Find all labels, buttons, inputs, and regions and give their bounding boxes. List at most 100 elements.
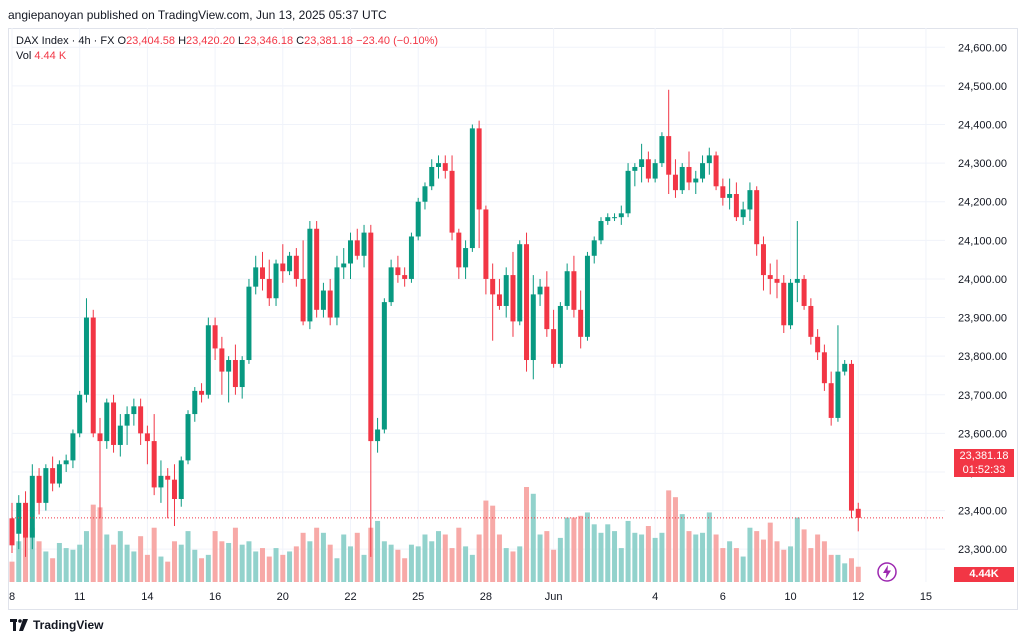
candle-body xyxy=(652,163,658,179)
candle-body xyxy=(144,433,150,442)
volume-bar xyxy=(199,558,205,582)
volume-bar xyxy=(774,541,780,582)
candle-body xyxy=(185,414,191,461)
candle-body xyxy=(43,468,49,503)
lightning-icon[interactable] xyxy=(877,562,897,582)
candle-body xyxy=(415,201,421,237)
candle-body xyxy=(138,406,144,434)
candle-body xyxy=(429,166,435,187)
volume-bar xyxy=(632,532,638,582)
candle-body xyxy=(212,325,218,349)
y-tick-label: 24,000.00 xyxy=(958,274,1007,286)
last-price-value: 23,381.18 xyxy=(959,450,1009,462)
candle-body xyxy=(9,518,15,546)
candle-body xyxy=(747,190,753,210)
candle-body xyxy=(192,390,198,415)
volume-bar xyxy=(29,527,35,582)
candle-body xyxy=(77,394,83,434)
volume-bar xyxy=(131,551,137,582)
volume-bar xyxy=(524,487,530,582)
volume-bar xyxy=(395,549,401,582)
candle-body xyxy=(781,282,787,326)
candle-body xyxy=(632,166,638,171)
candle-body xyxy=(36,475,42,503)
volume-bar xyxy=(788,546,794,582)
x-tick-label: 25 xyxy=(412,591,424,603)
candle-body xyxy=(510,275,516,322)
volume-bar xyxy=(50,558,56,582)
volume-bar xyxy=(848,558,854,582)
volume-bars xyxy=(9,487,861,582)
candle-body xyxy=(483,209,489,279)
candle-body xyxy=(618,213,624,218)
candle-body xyxy=(666,136,672,175)
footer-branding[interactable]: TradingView xyxy=(10,618,103,632)
volume-bar xyxy=(117,531,123,582)
candle-body xyxy=(517,244,523,322)
candle-body xyxy=(90,317,96,434)
candle-body xyxy=(848,363,854,511)
volume-bar xyxy=(591,524,597,582)
volume-bar xyxy=(307,541,313,582)
candle-body xyxy=(56,464,62,484)
y-tick-label: 23,400.00 xyxy=(958,506,1007,518)
candle-body xyxy=(578,309,584,337)
candle-body xyxy=(476,128,482,210)
candle-body xyxy=(97,433,103,442)
x-tick-label: 16 xyxy=(209,591,221,603)
volume-bar xyxy=(733,548,739,582)
volume-bar xyxy=(97,507,103,582)
volume-bar xyxy=(612,531,618,582)
y-tick-label: 24,100.00 xyxy=(958,235,1007,247)
volume-bar xyxy=(348,546,353,582)
x-tick-label: 15 xyxy=(920,591,932,603)
candle-body xyxy=(727,194,733,198)
candle-body xyxy=(287,255,293,272)
volume-bar xyxy=(144,554,150,582)
candle-body xyxy=(117,425,123,445)
candle-body xyxy=(679,166,685,191)
volume-bar xyxy=(686,531,692,582)
volume-bar xyxy=(706,512,712,582)
volume-bar xyxy=(442,534,448,582)
volume-bar xyxy=(429,541,435,582)
candle-body xyxy=(456,232,462,268)
volume-bar xyxy=(158,556,164,582)
candle-body xyxy=(293,255,299,279)
candle-body xyxy=(165,475,171,480)
candle-body xyxy=(584,255,590,337)
volume-bar xyxy=(354,532,360,582)
candle-body xyxy=(273,263,279,299)
x-tick-label: 8 xyxy=(9,591,15,603)
volume-bar xyxy=(232,527,238,582)
candle-body xyxy=(537,286,543,295)
volume-bar xyxy=(56,542,62,582)
volume-bar xyxy=(171,541,177,582)
volume-bar xyxy=(63,548,69,582)
candle-body xyxy=(490,278,496,295)
candle-body xyxy=(591,240,597,256)
symbol-label[interactable]: DAX Index · 4h · FX xyxy=(16,35,115,47)
x-tick-label: 22 xyxy=(344,591,356,603)
candle-body xyxy=(449,170,455,233)
volume-label[interactable]: Vol xyxy=(16,50,32,62)
volume-bar xyxy=(70,549,76,582)
volume-bar xyxy=(821,541,827,582)
tradingview-logo-icon xyxy=(10,619,28,631)
volume-bar xyxy=(828,554,834,582)
volume-bar xyxy=(679,514,685,582)
candle-body xyxy=(83,317,89,395)
candle-body xyxy=(124,414,130,426)
candle-body xyxy=(70,433,76,461)
candle-body xyxy=(280,263,286,272)
volume-bar xyxy=(463,546,469,582)
volume-bar xyxy=(754,531,760,582)
volume-bar xyxy=(124,544,130,582)
time-axis: 8 11 14 16 20 22 25 28 Jun 4 6 10 12 15 xyxy=(9,591,932,603)
volume-bar xyxy=(9,561,15,582)
candle-body xyxy=(808,305,814,337)
candle-body xyxy=(226,360,232,372)
x-tick-label: 11 xyxy=(74,591,85,603)
change-value: −23.40 (−0.10%) xyxy=(356,35,439,47)
